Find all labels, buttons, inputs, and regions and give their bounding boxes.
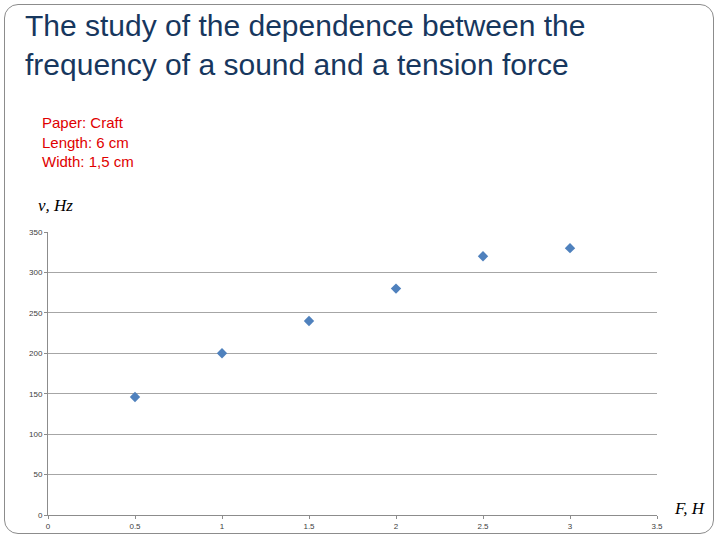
svg-text:0: 0 [46, 522, 51, 531]
svg-text:F, H: F, H [674, 499, 706, 518]
svg-text:Paper: CraftLength: 6 cmWidth:: Paper: CraftLength: 6 cmWidth: 1,5 cm [42, 114, 134, 170]
svg-text:200: 200 [29, 349, 43, 358]
svg-text:2.5: 2.5 [477, 522, 489, 531]
svg-text:350: 350 [29, 228, 43, 237]
svg-text:ν, Hz: ν, Hz [38, 196, 73, 215]
svg-text:2: 2 [394, 522, 399, 531]
svg-text:1.5: 1.5 [303, 522, 315, 531]
svg-text:300: 300 [29, 268, 43, 277]
svg-text:100: 100 [29, 430, 43, 439]
svg-text:The study of the dependence be: The study of the dependence between thef… [25, 9, 585, 81]
svg-text:0.5: 0.5 [129, 522, 141, 531]
svg-text:50: 50 [33, 470, 42, 479]
svg-text:0: 0 [38, 511, 43, 520]
svg-text:3: 3 [568, 522, 573, 531]
svg-text:3.5: 3.5 [651, 522, 663, 531]
svg-text:1: 1 [220, 522, 225, 531]
svg-text:150: 150 [29, 390, 43, 399]
svg-text:250: 250 [29, 309, 43, 318]
